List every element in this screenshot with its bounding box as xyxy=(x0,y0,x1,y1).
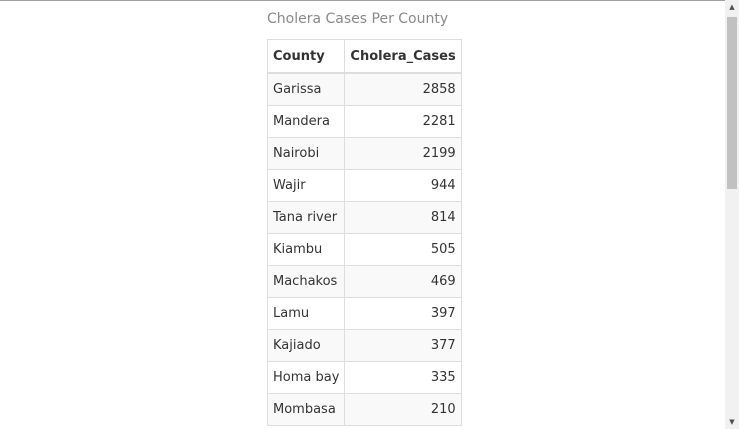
table-row: Tana river 814 xyxy=(266,201,462,234)
table-row: Machakos 469 xyxy=(266,265,462,298)
cases-cell: 2858 xyxy=(344,72,462,106)
cases-cell: 335 xyxy=(344,361,462,394)
cases-cell: 210 xyxy=(344,393,462,426)
table-row: Mandera 2281 xyxy=(266,105,462,138)
county-cell: Wajir xyxy=(266,169,346,202)
table-row: Homa bay 335 xyxy=(266,361,462,394)
cases-cell: 505 xyxy=(344,233,462,266)
cases-cell: 2281 xyxy=(344,105,462,138)
county-cell: Kajiado xyxy=(266,329,346,362)
table-row: Mombasa 210 xyxy=(266,393,462,426)
table-row: Nairobi 2199 xyxy=(266,137,462,170)
table-row: Kiambu 505 xyxy=(266,233,462,266)
county-cell: Tana river xyxy=(266,201,346,234)
cases-cell: 2199 xyxy=(344,137,462,170)
county-cell: Garissa xyxy=(266,72,346,106)
top-divider xyxy=(0,0,725,1)
cases-cell: 397 xyxy=(344,297,462,330)
cholera-table: County Cholera_Cases Garissa 2858 Mander… xyxy=(266,39,462,426)
table-header-row: County Cholera_Cases xyxy=(266,39,462,74)
scrollbar-thumb[interactable] xyxy=(727,17,737,189)
county-cell: Nairobi xyxy=(266,137,346,170)
table-body: Garissa 2858 Mandera 2281 Nairobi 2199 W… xyxy=(266,72,462,426)
county-cell: Homa bay xyxy=(266,361,346,394)
scroll-down-arrow-icon[interactable]: ▼ xyxy=(729,418,735,426)
column-header-county[interactable]: County xyxy=(266,39,346,74)
cases-cell: 377 xyxy=(344,329,462,362)
county-cell: Mombasa xyxy=(266,393,346,426)
column-header-cholera-cases[interactable]: Cholera_Cases xyxy=(344,39,462,74)
table-row: Kajiado 377 xyxy=(266,329,462,362)
table-row: Lamu 397 xyxy=(266,297,462,330)
vertical-scrollbar[interactable]: ▲ ▼ xyxy=(725,0,739,429)
county-cell: Mandera xyxy=(266,105,346,138)
county-cell: Machakos xyxy=(266,265,346,298)
cases-cell: 814 xyxy=(344,201,462,234)
county-cell: Kiambu xyxy=(266,233,346,266)
scroll-up-arrow-icon[interactable]: ▲ xyxy=(729,3,735,11)
cases-cell: 469 xyxy=(344,265,462,298)
table-row: Wajir 944 xyxy=(266,169,462,202)
table-caption: Cholera Cases Per County xyxy=(267,11,449,27)
cases-cell: 944 xyxy=(344,169,462,202)
county-cell: Lamu xyxy=(266,297,346,330)
table-row: Garissa 2858 xyxy=(266,72,462,106)
